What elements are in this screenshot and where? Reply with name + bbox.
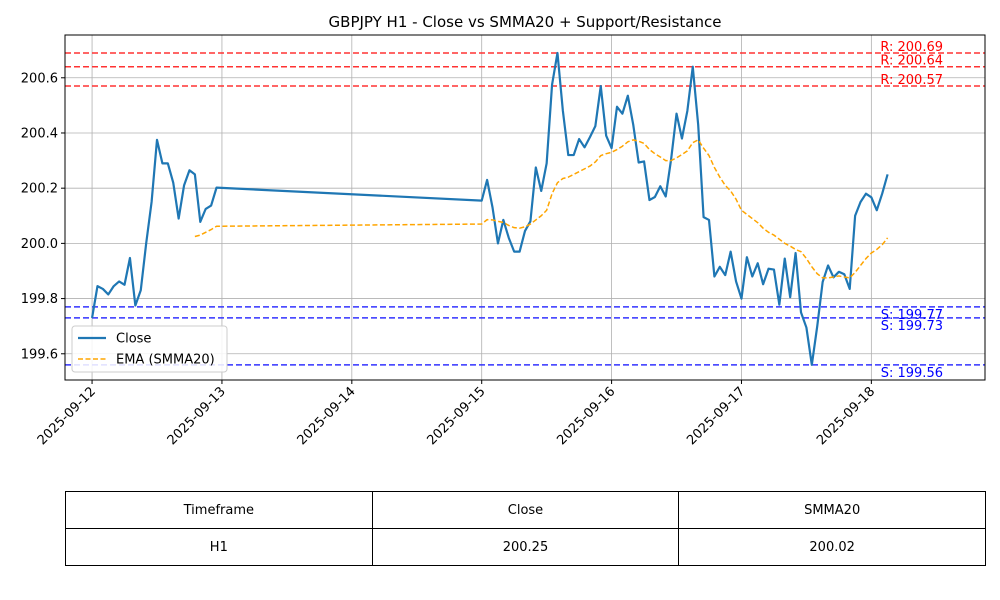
chart-title: GBPJPY H1 - Close vs SMMA20 + Support/Re… [329, 13, 722, 31]
table-header-cell: SMMA20 [678, 491, 986, 529]
legend: Close EMA (SMMA20) [71, 325, 228, 373]
x-tick-label: 2025-09-16 [554, 384, 618, 448]
support-label: S: 199.56 [881, 366, 943, 381]
table-cell: 200.25 [371, 528, 680, 566]
smma20-series-line [194, 139, 889, 279]
support-label: S: 199.77 [881, 308, 943, 323]
series-lines [90, 51, 889, 366]
support-resistance-labels: R: 200.69R: 200.64R: 200.57S: 199.77S: 1… [880, 40, 943, 381]
summary-table: Timeframe Close SMMA20 H1 200.25 200.02 [65, 491, 986, 566]
y-tick-label: 199.6 [21, 347, 58, 362]
plot-frame [64, 34, 986, 381]
y-axis: 199.6 199.8 200.0 200.2 200.4 200.6 [21, 71, 65, 362]
table-header-cell: Timeframe [65, 491, 373, 529]
legend-box [71, 325, 228, 373]
resistance-label: R: 200.64 [880, 54, 943, 69]
support-label: S: 199.73 [881, 319, 943, 334]
table-cell: 200.02 [678, 528, 986, 566]
x-tick-label: 2025-09-18 [814, 384, 878, 448]
resistance-label: R: 200.57 [880, 73, 943, 88]
chart-figure: GBPJPY H1 - Close vs SMMA20 + Support/Re… [21, 13, 986, 448]
table-header-cell: Close [371, 491, 680, 529]
table-row: H1 200.25 200.02 [65, 528, 986, 566]
x-tick-label: 2025-09-15 [424, 384, 488, 448]
table-header-row: Timeframe Close SMMA20 [65, 491, 986, 529]
y-tick-label: 200.0 [21, 237, 58, 252]
close-series-line [90, 51, 889, 366]
x-tick-label: 2025-09-12 [35, 384, 99, 448]
legend-label: EMA (SMMA20) [116, 353, 215, 368]
resistance-label: R: 200.69 [880, 40, 943, 55]
x-tick-label: 2025-09-17 [684, 384, 748, 448]
support-resistance-lines [65, 52, 985, 366]
x-axis: 2025-09-12 2025-09-13 2025-09-14 2025-09-15… [35, 380, 878, 448]
x-tick-label: 2025-09-13 [165, 384, 229, 448]
y-tick-label: 200.4 [21, 126, 58, 141]
y-tick-label: 200.6 [21, 71, 58, 86]
x-tick-label: 2025-09-14 [295, 384, 359, 448]
y-tick-label: 200.2 [21, 182, 58, 197]
table-cell: H1 [65, 528, 373, 566]
legend-label: Close [116, 332, 151, 347]
y-tick-label: 199.8 [21, 292, 58, 307]
